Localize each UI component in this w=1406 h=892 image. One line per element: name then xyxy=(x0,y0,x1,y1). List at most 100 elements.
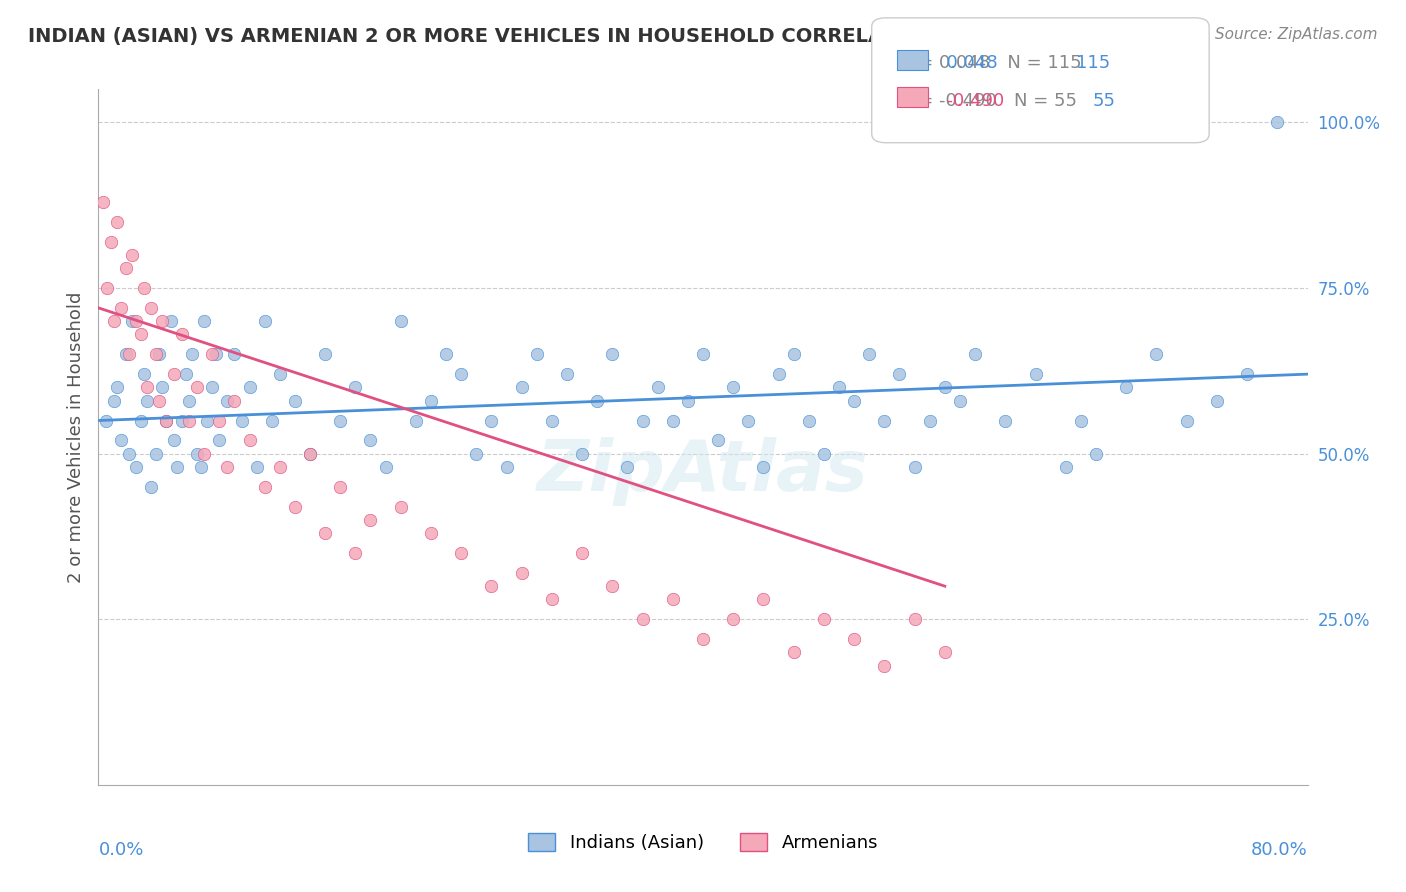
Point xyxy=(103,393,125,408)
Point xyxy=(1054,459,1077,474)
Point xyxy=(135,380,157,394)
Point xyxy=(186,380,208,394)
Point xyxy=(208,413,231,427)
Point xyxy=(965,347,987,361)
Point xyxy=(586,393,609,408)
Text: R = 0.048   N = 115: R = 0.048 N = 115 xyxy=(900,54,1081,71)
Point xyxy=(647,380,669,394)
Point xyxy=(121,248,143,262)
Point xyxy=(105,215,128,229)
Point xyxy=(201,347,224,361)
Text: ZipAtlas: ZipAtlas xyxy=(537,437,869,507)
Point xyxy=(1206,393,1229,408)
Point xyxy=(179,413,201,427)
Point xyxy=(481,579,503,593)
Y-axis label: 2 or more Vehicles in Household: 2 or more Vehicles in Household xyxy=(66,292,84,582)
Point xyxy=(934,645,956,659)
Point xyxy=(510,380,533,394)
Point xyxy=(1024,367,1046,381)
Point xyxy=(329,413,352,427)
Point xyxy=(224,347,246,361)
Point xyxy=(723,612,745,626)
Point xyxy=(949,393,972,408)
Point xyxy=(269,367,291,381)
Point xyxy=(110,434,132,448)
Point xyxy=(160,314,183,328)
Point xyxy=(450,546,472,560)
Point xyxy=(374,459,396,474)
Point xyxy=(163,367,186,381)
Point xyxy=(155,413,177,427)
Point xyxy=(186,447,208,461)
Point xyxy=(190,459,212,474)
Point xyxy=(510,566,533,580)
Point xyxy=(389,500,412,514)
Point xyxy=(148,347,170,361)
Point xyxy=(215,393,238,408)
Point xyxy=(299,447,322,461)
Point xyxy=(166,459,188,474)
Point xyxy=(239,380,262,394)
Point xyxy=(571,447,593,461)
Point xyxy=(661,592,683,607)
Point xyxy=(193,447,215,461)
Point xyxy=(96,281,118,295)
Point xyxy=(540,413,562,427)
Point xyxy=(129,327,152,342)
Point xyxy=(555,367,578,381)
Text: 115: 115 xyxy=(1076,54,1109,71)
Point xyxy=(253,480,276,494)
Point xyxy=(114,261,136,276)
Point xyxy=(94,413,117,427)
Text: 55: 55 xyxy=(1092,92,1115,110)
Point xyxy=(215,459,238,474)
Point xyxy=(844,393,866,408)
Point xyxy=(420,526,443,541)
Point xyxy=(145,347,167,361)
Point xyxy=(201,380,224,394)
Point xyxy=(934,380,956,394)
Point xyxy=(132,367,155,381)
Point xyxy=(783,645,806,659)
Point xyxy=(616,459,638,474)
Point xyxy=(360,513,382,527)
Point xyxy=(224,393,246,408)
Point xyxy=(314,526,336,541)
Point xyxy=(797,413,820,427)
Point xyxy=(1115,380,1137,394)
Point xyxy=(813,612,835,626)
Point xyxy=(118,347,141,361)
Point xyxy=(132,281,155,295)
Point xyxy=(125,459,148,474)
Point xyxy=(450,367,472,381)
Point xyxy=(873,413,896,427)
Point xyxy=(526,347,548,361)
Point xyxy=(1236,367,1258,381)
Point xyxy=(844,632,866,647)
Point xyxy=(918,413,941,427)
Point xyxy=(129,413,152,427)
Point xyxy=(314,347,336,361)
Point xyxy=(540,592,562,607)
Point xyxy=(262,413,284,427)
Point xyxy=(284,393,307,408)
Point xyxy=(495,459,517,474)
Point xyxy=(181,347,204,361)
Point xyxy=(1146,347,1168,361)
Point xyxy=(434,347,457,361)
Point xyxy=(179,393,201,408)
Point xyxy=(170,327,193,342)
Point xyxy=(1085,447,1108,461)
Point xyxy=(571,546,593,560)
Legend: Indians (Asian), Armenians: Indians (Asian), Armenians xyxy=(520,826,886,859)
Point xyxy=(602,579,624,593)
Point xyxy=(269,459,291,474)
Point xyxy=(768,367,790,381)
Point xyxy=(329,480,352,494)
Text: Source: ZipAtlas.com: Source: ZipAtlas.com xyxy=(1215,27,1378,42)
Text: 0.048: 0.048 xyxy=(935,54,998,71)
Point xyxy=(904,459,927,474)
Point xyxy=(174,367,197,381)
Point xyxy=(994,413,1017,427)
Point xyxy=(904,612,927,626)
